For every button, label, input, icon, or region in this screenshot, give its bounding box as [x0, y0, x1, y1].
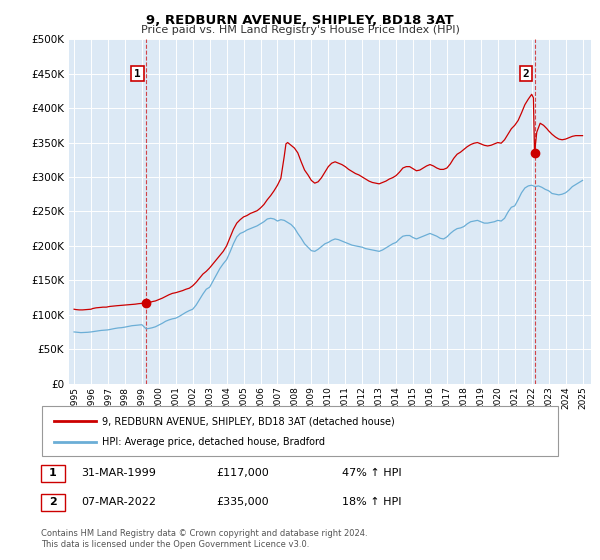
Text: 1: 1 [49, 468, 56, 478]
Text: 9, REDBURN AVENUE, SHIPLEY, BD18 3AT (detached house): 9, REDBURN AVENUE, SHIPLEY, BD18 3AT (de… [102, 416, 395, 426]
Text: Price paid vs. HM Land Registry's House Price Index (HPI): Price paid vs. HM Land Registry's House … [140, 25, 460, 35]
Text: HPI: Average price, detached house, Bradford: HPI: Average price, detached house, Brad… [102, 437, 325, 447]
Text: 2: 2 [49, 497, 56, 507]
Text: 47% ↑ HPI: 47% ↑ HPI [342, 468, 401, 478]
Text: 31-MAR-1999: 31-MAR-1999 [81, 468, 156, 478]
Text: 18% ↑ HPI: 18% ↑ HPI [342, 497, 401, 507]
Text: 1: 1 [134, 69, 141, 78]
Text: £117,000: £117,000 [216, 468, 269, 478]
Text: 07-MAR-2022: 07-MAR-2022 [81, 497, 156, 507]
Text: 2: 2 [523, 69, 529, 78]
Text: 9, REDBURN AVENUE, SHIPLEY, BD18 3AT: 9, REDBURN AVENUE, SHIPLEY, BD18 3AT [146, 14, 454, 27]
Text: Contains HM Land Registry data © Crown copyright and database right 2024.
This d: Contains HM Land Registry data © Crown c… [41, 529, 367, 549]
Text: £335,000: £335,000 [216, 497, 269, 507]
